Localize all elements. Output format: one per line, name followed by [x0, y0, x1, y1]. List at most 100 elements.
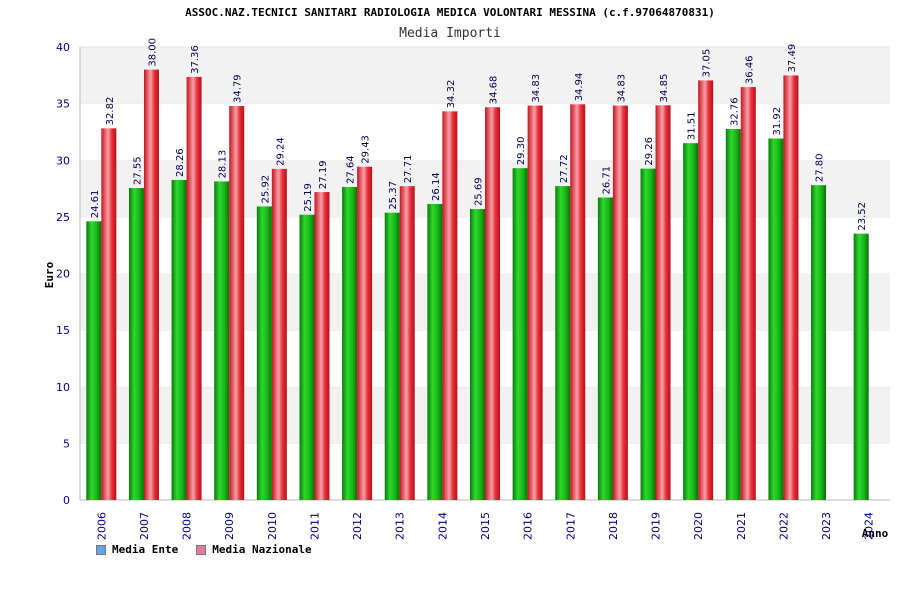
y-axis-label: Euro	[43, 261, 56, 288]
data-label-nazionale: 34.32	[446, 80, 457, 109]
y-tick-label: 0	[63, 494, 70, 507]
legend-label-nazionale: Media Nazionale	[212, 543, 312, 556]
x-tick-label: 2022	[777, 512, 790, 540]
x-tick-label: 2007	[138, 512, 151, 540]
bar-media-nazionale	[399, 186, 415, 500]
bar-media-ente	[853, 233, 869, 501]
x-tick-label: 2016	[522, 512, 535, 540]
data-label-ente: 25.19	[303, 183, 314, 212]
x-tick-label: 2006	[95, 512, 108, 540]
legend-swatch-ente	[96, 544, 106, 555]
data-label-ente: 27.64	[346, 155, 357, 184]
data-label-nazionale: 36.46	[744, 55, 755, 84]
data-label-nazionale: 32.82	[105, 97, 116, 126]
data-label-nazionale: 37.05	[702, 49, 713, 78]
data-label-nazionale: 27.71	[403, 155, 414, 184]
x-tick-label: 2018	[607, 512, 620, 540]
data-label-ente: 27.55	[132, 156, 143, 185]
data-label-nazionale: 34.85	[659, 74, 670, 103]
chart-title: ASSOC.NAZ.TECNICI SANITARI RADIOLOGIA ME…	[185, 6, 715, 19]
data-label-ente: 28.13	[218, 150, 229, 179]
data-label-ente: 29.26	[644, 137, 655, 166]
bar-media-nazionale	[570, 104, 586, 500]
data-label-nazionale: 29.24	[275, 137, 286, 166]
data-label-nazionale: 34.83	[531, 74, 542, 103]
bar-media-nazionale	[485, 107, 500, 501]
data-label-nazionale: 38.00	[147, 38, 158, 67]
data-label-ente: 24.61	[90, 190, 101, 219]
bar-media-ente	[171, 179, 187, 500]
x-tick-label: 2021	[735, 512, 748, 540]
bar-media-nazionale	[740, 87, 756, 500]
y-tick-label: 30	[56, 154, 70, 167]
data-label-ente: 28.26	[175, 148, 186, 177]
bar-media-nazionale	[143, 69, 159, 501]
x-tick-label: 2011	[308, 512, 321, 540]
data-label-ente: 27.72	[559, 154, 570, 183]
bar-media-ente	[342, 186, 358, 501]
x-axis-label: Anno	[862, 527, 889, 540]
x-tick-label: 2010	[266, 512, 279, 540]
bar-media-nazionale	[655, 105, 671, 500]
bar-media-ente	[128, 187, 144, 500]
chart-subtitle: Media Importi	[399, 26, 501, 41]
bar-media-ente	[597, 197, 613, 500]
y-tick-label: 20	[56, 268, 70, 281]
data-label-ente: 29.30	[516, 137, 527, 166]
bar-media-nazionale	[698, 80, 714, 500]
x-tick-label: 2009	[223, 512, 236, 540]
data-label-ente: 26.14	[431, 172, 442, 201]
bar-media-nazionale	[442, 111, 458, 501]
x-tick-label: 2015	[479, 512, 492, 540]
bar-media-ente	[214, 181, 230, 501]
bar-media-nazionale	[101, 128, 117, 500]
data-label-nazionale: 34.94	[574, 73, 585, 102]
bar-media-ente	[725, 128, 741, 501]
x-tick-label: 2023	[820, 512, 833, 540]
data-label-ente: 25.92	[260, 175, 271, 204]
bar-media-nazionale	[783, 75, 799, 500]
y-tick-label: 25	[56, 211, 70, 224]
legend: Media Ente Media Nazionale	[96, 543, 312, 556]
bar-media-nazionale	[612, 105, 628, 501]
data-label-nazionale: 34.83	[616, 74, 627, 103]
data-label-ente: 31.92	[772, 107, 783, 136]
y-tick-label: 5	[63, 437, 70, 450]
x-tick-label: 2017	[564, 512, 577, 540]
legend-item-ente: Media Ente	[96, 543, 178, 556]
data-label-nazionale: 34.68	[489, 76, 500, 105]
data-label-ente: 25.37	[388, 181, 399, 210]
data-label-nazionale: 37.36	[190, 45, 201, 74]
bar-media-ente	[512, 168, 528, 501]
x-tick-label: 2012	[351, 512, 364, 540]
data-label-ente: 32.76	[729, 97, 740, 126]
y-tick-label: 35	[56, 98, 70, 111]
bar-media-ente	[299, 214, 315, 500]
bar-media-ente	[640, 168, 656, 500]
data-label-nazionale: 29.43	[361, 135, 372, 164]
bar-media-nazionale	[271, 168, 287, 500]
data-label-nazionale: 27.19	[318, 160, 329, 189]
data-label-nazionale: 34.79	[233, 74, 244, 103]
bar-media-nazionale	[314, 192, 330, 501]
y-tick-label: 15	[56, 324, 70, 337]
x-tick-label: 2024	[863, 512, 876, 540]
data-label-ente: 31.51	[687, 112, 698, 141]
legend-label-ente: Media Ente	[112, 543, 179, 556]
data-label-ente: 27.80	[815, 154, 826, 183]
bar-media-ente	[427, 203, 443, 501]
bar-media-nazionale	[229, 106, 245, 501]
y-tick-label: 10	[56, 381, 70, 394]
x-tick-label: 2019	[650, 512, 663, 540]
bar-media-ente	[384, 212, 400, 500]
y-tick-label: 40	[56, 41, 70, 54]
data-label-ente: 23.52	[857, 202, 868, 231]
bar-media-ente	[683, 143, 699, 501]
bar-media-ente	[555, 186, 571, 501]
bar-media-ente	[86, 221, 102, 500]
legend-item-nazionale: Media Nazionale	[196, 543, 312, 556]
bar-media-ente	[768, 138, 784, 501]
bar-media-nazionale	[357, 166, 373, 500]
